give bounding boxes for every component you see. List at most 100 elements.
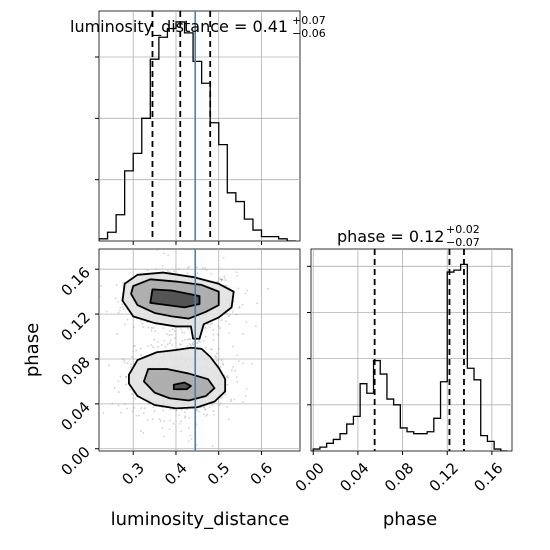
sample-point (181, 340, 184, 342)
sample-point (245, 388, 248, 390)
sample-point (130, 363, 132, 366)
sample-point (178, 244, 180, 246)
sample-point (187, 327, 190, 330)
sample-point (226, 406, 229, 408)
sample-point (113, 386, 116, 389)
sample-point (244, 395, 247, 397)
sample-point (170, 333, 173, 336)
sample-point (228, 332, 231, 334)
y-axis-label: phase (22, 323, 43, 377)
sample-point (225, 312, 228, 315)
sample-point (196, 409, 198, 412)
sample-point (256, 302, 259, 305)
sample-point (135, 414, 138, 417)
sample-point (255, 325, 257, 328)
sample-point (126, 318, 129, 321)
sample-point (180, 430, 183, 433)
histogram-bars (99, 21, 296, 241)
sample-point (152, 346, 155, 349)
x-tick-label: 0.04 (336, 459, 372, 495)
sample-point (189, 338, 192, 341)
sample-point (189, 344, 192, 347)
sample-point (184, 416, 186, 419)
sample-point (245, 321, 248, 324)
sample-point (157, 345, 159, 348)
sample-point (146, 269, 149, 272)
sample-point (126, 362, 129, 365)
sample-point (134, 344, 136, 347)
contour-line (172, 381, 192, 391)
sample-point (180, 408, 183, 411)
sample-point (171, 328, 174, 331)
sample-point (183, 338, 186, 341)
ticks (95, 56, 263, 245)
sample-point (204, 326, 207, 329)
sample-point (210, 348, 212, 350)
sample-point (217, 359, 220, 362)
sample-point (220, 359, 223, 362)
x-tick-label: 0.16 (470, 459, 506, 495)
sample-point (212, 333, 215, 336)
sample-point (140, 407, 143, 409)
sample-point (178, 343, 181, 346)
sample-point (235, 376, 238, 379)
sample-point (159, 420, 162, 422)
sample-point (186, 267, 189, 269)
sample-point (118, 309, 121, 312)
sample-point (219, 402, 222, 405)
y-tick-label: 0.12 (57, 308, 93, 344)
sample-point (222, 364, 225, 366)
sample-point (223, 277, 226, 280)
sample-point (211, 322, 214, 325)
sample-point (227, 376, 230, 379)
sample-point (246, 289, 249, 292)
sample-point (244, 292, 247, 295)
sample-point (146, 419, 149, 422)
quantile-lines (373, 249, 465, 451)
sample-point (188, 416, 191, 419)
sample-point (153, 410, 156, 413)
sample-point (251, 362, 254, 365)
sample-point (202, 406, 205, 409)
sample-point (223, 275, 226, 278)
sample-point (231, 345, 234, 348)
sample-point (131, 356, 133, 358)
sample-point (177, 268, 180, 270)
sample-point (211, 404, 214, 407)
sample-point (189, 434, 192, 437)
sample-point (133, 326, 135, 329)
sample-point (238, 306, 241, 309)
panel-title: luminosity_distance = 0.41 (70, 17, 288, 37)
sample-point (166, 343, 169, 346)
sample-point (241, 400, 244, 403)
contour-line (149, 288, 201, 309)
sample-point (195, 408, 198, 411)
sample-point (235, 271, 238, 274)
sample-point (161, 426, 164, 429)
sample-point (192, 340, 195, 343)
sample-point (114, 297, 117, 300)
sample-point (203, 405, 206, 408)
sample-point (184, 415, 187, 418)
sample-point (169, 339, 172, 342)
sample-point (161, 264, 164, 267)
sample-point (164, 345, 167, 348)
sample-point (133, 406, 136, 409)
sample-point (219, 327, 221, 329)
sample-point (124, 323, 126, 326)
histogram-step-line (99, 21, 296, 241)
sample-point (117, 380, 120, 383)
sample-point (224, 279, 227, 282)
sample-point (234, 370, 237, 372)
sample-point (216, 352, 218, 355)
x-tick-label: 0.00 (292, 459, 328, 495)
sample-point (131, 410, 134, 413)
sample-point (102, 412, 105, 414)
sample-point (139, 354, 142, 357)
sample-point (216, 333, 219, 336)
sample-point (132, 345, 135, 347)
sample-point (221, 278, 224, 281)
sample-point (186, 408, 188, 411)
sample-point (206, 413, 209, 416)
sample-point (191, 342, 194, 345)
